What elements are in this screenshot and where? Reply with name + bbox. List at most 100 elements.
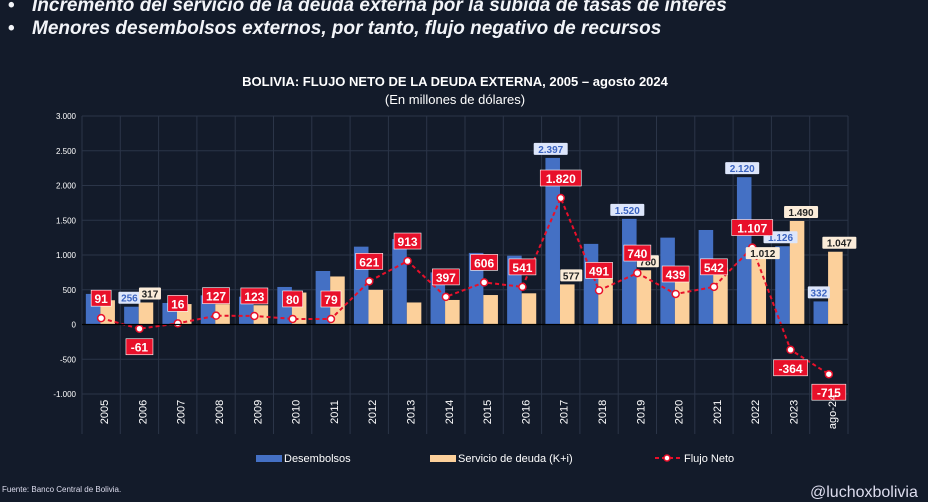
- x-tick-label: 2010: [291, 400, 303, 424]
- flujo-neto-point: [288, 314, 297, 324]
- flujo-label: 740: [627, 247, 647, 261]
- flujo-neto-point: [403, 256, 412, 266]
- bar-servicio: [138, 302, 154, 325]
- bar-servicio: [521, 293, 537, 325]
- flujo-label: 127: [206, 290, 226, 304]
- x-tick-label: 2011: [329, 400, 341, 424]
- flujo-label: 606: [474, 256, 494, 270]
- flujo-label: -715: [817, 386, 841, 400]
- flujo-label-bg: [320, 290, 342, 308]
- flujo-label: 80: [286, 293, 300, 307]
- data-label-bg: [533, 142, 568, 155]
- flujo-neto-point: [326, 314, 336, 324]
- data-label: 1.490: [789, 208, 814, 219]
- bar-desembolsos: [392, 239, 407, 325]
- x-tick-label: 2012: [367, 400, 379, 424]
- bar-desembolsos: [545, 157, 560, 325]
- bullet-1: • Incremento del servicio de la deuda ext…: [8, 0, 727, 17]
- flujo-neto-point: [250, 311, 259, 321]
- flujo-label: 91: [94, 292, 108, 306]
- legend-swatch-desembolsos: [256, 455, 282, 462]
- flujo-label-bg: [773, 359, 808, 377]
- bar-servicio: [406, 302, 422, 325]
- data-label-bg: [560, 269, 583, 282]
- bar-desembolsos: [468, 252, 484, 325]
- bullet-text: Incremento del servicio de la deuda exte…: [32, 0, 727, 16]
- x-tick-label: 2016: [520, 400, 532, 424]
- data-label: 780: [640, 257, 657, 268]
- legend-label: Desembolsos: [284, 453, 351, 465]
- legend-marker-flujo: [663, 454, 671, 462]
- flujo-label: 16: [171, 297, 185, 311]
- data-label: 332: [810, 288, 827, 299]
- flujo-neto-point: [173, 319, 182, 328]
- data-label: 2.397: [538, 145, 563, 156]
- flujo-label: 542: [704, 261, 724, 275]
- y-tick-label: 0: [72, 321, 77, 330]
- flujo-neto-point: [824, 369, 834, 379]
- flujo-neto-point: [786, 345, 795, 355]
- flujo-neto-point: [709, 282, 719, 292]
- y-tick-label: -500: [60, 355, 77, 364]
- x-tick-label: 2023: [788, 400, 800, 424]
- x-tick-label: 2018: [597, 400, 609, 424]
- flujo-label: -364: [779, 362, 803, 376]
- flujo-neto-point: [556, 193, 565, 203]
- flujo-neto-point: [441, 292, 451, 302]
- x-tick-label: 2022: [750, 400, 762, 424]
- data-label: 1.012: [750, 249, 775, 260]
- y-tick-label: 2.000: [56, 182, 77, 191]
- flujo-label-bg: [700, 258, 728, 276]
- flujo-label-bg: [393, 232, 422, 250]
- legend-label: Flujo Neto: [684, 453, 734, 465]
- flujo-label-bg: [623, 244, 652, 262]
- bar-desembolsos: [813, 301, 829, 325]
- legend-swatch-servicio: [430, 455, 456, 462]
- y-tick-label: 1.000: [56, 251, 77, 260]
- flujo-label: 1.820: [546, 172, 576, 186]
- x-tick-label: 2007: [176, 400, 188, 424]
- flujo-label-bg: [731, 219, 774, 236]
- flujo-label: -61: [131, 341, 149, 355]
- y-tick-label: 3.000: [56, 112, 77, 121]
- x-tick-label: ago-24: [827, 395, 839, 429]
- flujo-label-bg: [240, 287, 269, 305]
- data-label: 1.520: [615, 206, 640, 217]
- data-label-bg: [784, 205, 819, 218]
- data-label-bg: [725, 162, 760, 175]
- data-label-bg: [745, 247, 780, 260]
- bullet-dot: •: [8, 0, 15, 16]
- bar-desembolsos: [736, 177, 752, 325]
- flujo-neto-point: [518, 282, 527, 292]
- flujo-label: 439: [666, 268, 686, 282]
- y-tick-label: 1.500: [56, 216, 77, 225]
- bullet-dot: •: [8, 18, 15, 39]
- flujo-neto-point: [96, 313, 106, 323]
- bar-servicio: [253, 305, 269, 325]
- source-note: Fuente: Banco Central de Bolivia.: [2, 485, 122, 494]
- data-label-bg: [118, 291, 141, 304]
- x-tick-label: 2019: [635, 400, 647, 424]
- flujo-label-bg: [470, 254, 498, 271]
- x-tick-label: 2015: [482, 400, 494, 424]
- flujo-label-bg: [661, 265, 690, 283]
- x-tick-label: 2014: [444, 400, 456, 424]
- x-tick-label: 2017: [559, 400, 571, 424]
- flujo-label-bg: [282, 290, 303, 308]
- flujo-neto-point: [365, 277, 374, 286]
- flujo-label: 491: [589, 264, 609, 278]
- data-label: 2.120: [730, 164, 755, 175]
- bar-desembolsos: [124, 306, 139, 325]
- x-tick-label: 2006: [137, 400, 149, 424]
- y-tick-label: 500: [63, 286, 77, 295]
- bullet-2: • Menores desembolsos externos, por tanto…: [8, 18, 661, 40]
- data-label-bg: [610, 203, 645, 216]
- flujo-label-bg: [167, 295, 189, 312]
- bar-servicio: [636, 270, 652, 325]
- flujo-neto-point: [633, 268, 642, 278]
- bar-servicio: [713, 267, 728, 325]
- bar-desembolsos: [698, 229, 714, 325]
- flujo-label-bg: [202, 287, 230, 304]
- chart-title: BOLIVIA: FLUJO NETO DE LA DEUDA EXTERNA,…: [242, 74, 668, 89]
